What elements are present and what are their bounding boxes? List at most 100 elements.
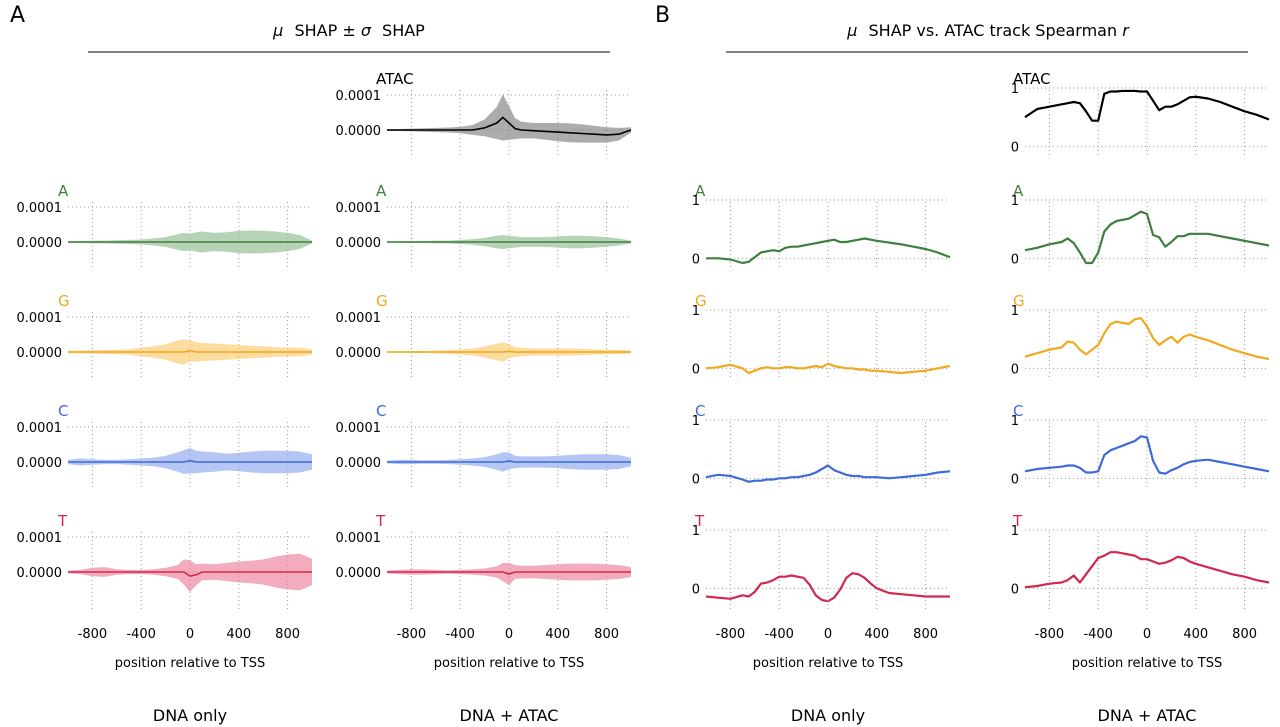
footer-col-1: DNA only <box>153 706 227 725</box>
ytick-label: 0.0000 <box>17 236 63 251</box>
xtick-label: 0 <box>1143 627 1151 642</box>
xlabel-col-1: position relative to TSS <box>115 656 265 671</box>
ytick-label: 1 <box>692 414 700 429</box>
ytick-label: 0.0001 <box>336 89 382 104</box>
facet-shap-0-G: G 0.0000 0.0001 <box>17 292 312 380</box>
spearman-line-atac <box>1024 89 1270 122</box>
panel-b-letter: B <box>655 3 670 28</box>
ytick-label: 0 <box>692 252 700 267</box>
ytick-label: 0.0000 <box>336 566 382 581</box>
ytick-label: 0.0000 <box>336 456 382 471</box>
xtick-label: 800 <box>594 627 619 642</box>
facet-spear-1-ATAC: ATAC 0 1 <box>1011 70 1270 158</box>
ytick-label: 0.0001 <box>17 201 63 216</box>
ytick-label: 0.0001 <box>336 201 382 216</box>
mean-line-t <box>387 571 631 575</box>
ytick-label: 0.0001 <box>17 421 63 436</box>
track-label-c: C <box>58 402 68 420</box>
ytick-label: 0 <box>692 582 700 597</box>
xtick-label: 400 <box>1183 627 1208 642</box>
track-label-atac: ATAC <box>376 70 414 88</box>
track-label-g: G <box>376 292 388 310</box>
spearman-line-c <box>1024 435 1270 475</box>
xtick-label: -400 <box>1083 627 1113 642</box>
mean-line-c <box>387 460 631 463</box>
ytick-label: 0.0001 <box>17 531 63 546</box>
panel-a-title-rest: SHAP ± <box>294 21 360 40</box>
track-label-atac: ATAC <box>1013 70 1051 88</box>
ytick-label: 1 <box>1011 524 1019 539</box>
facet-shap-1-G: G 0.0000 0.0001 <box>336 292 631 380</box>
sd-band-c <box>387 452 631 472</box>
track-label-t: T <box>1012 512 1023 530</box>
facet-shap-1-C: C 0.0000 0.0001 <box>336 402 631 490</box>
sd-band-g <box>68 339 312 365</box>
xlabel-col-2: position relative to TSS <box>434 656 584 671</box>
facet-shap-0-A: A 0.0000 0.0001 <box>17 182 312 270</box>
facet-shap-1-ATAC: ATAC 0.0000 0.0001 <box>336 70 632 158</box>
ytick-label: 0.0000 <box>336 124 382 139</box>
facet-shap-0-C: C 0.0000 0.0001 <box>17 402 312 490</box>
track-label-g: G <box>58 292 70 310</box>
ytick-label: 0.0001 <box>336 421 382 436</box>
track-label-a: A <box>58 182 69 200</box>
panel-b-title-rest: SHAP vs. ATAC track Spearman <box>869 21 1123 40</box>
xtick-label: 800 <box>275 627 300 642</box>
panel-a-title-sigma: σ <box>361 21 372 40</box>
xlabel-col-3: position relative to TSS <box>753 656 903 671</box>
spearman-line-a <box>1024 210 1270 265</box>
panel-a-title-tail: SHAP <box>382 21 425 40</box>
xtick-label: 0 <box>824 627 832 642</box>
spearman-line-a <box>706 237 951 265</box>
facet-shap-1-T: T 0.0000 0.0001 <box>336 512 631 600</box>
track-label-t: T <box>57 512 68 530</box>
xtick-label: -800 <box>78 627 108 642</box>
track-label-g: G <box>695 292 707 310</box>
ytick-label: 0 <box>1011 140 1019 155</box>
panel-a-title: μ SHAP ± σ SHAP <box>272 21 425 40</box>
ytick-label: 0.0000 <box>17 346 63 361</box>
ytick-label: 1 <box>1011 194 1019 209</box>
spearman-line-t <box>1024 551 1270 589</box>
facet-spear-0-G: G 0 1 <box>692 292 951 380</box>
ytick-label: 1 <box>692 524 700 539</box>
sd-band-t <box>68 553 312 593</box>
ytick-label: 0.0001 <box>336 531 382 546</box>
xtick-label: 400 <box>226 627 251 642</box>
spearman-line-g <box>1024 317 1270 361</box>
xtick-label: -800 <box>1035 627 1065 642</box>
facet-spear-0-T: T 0 1 <box>692 512 950 603</box>
track-label-g: G <box>1013 292 1025 310</box>
track-label-a: A <box>376 182 387 200</box>
ytick-label: 0 <box>1011 582 1019 597</box>
mean-line-t <box>68 571 312 578</box>
track-label-t: T <box>694 512 705 530</box>
ytick-label: 1 <box>1011 304 1019 319</box>
xtick-label: -400 <box>764 627 794 642</box>
spearman-line-t <box>705 572 950 603</box>
panel-b-title: μ SHAP vs. ATAC track Spearman r <box>846 21 1130 40</box>
spearman-line-g <box>705 362 951 375</box>
xtick-label: 800 <box>1232 627 1257 642</box>
ytick-label: 1 <box>1011 82 1019 97</box>
ytick-label: 0.0001 <box>17 311 63 326</box>
track-label-t: T <box>375 512 386 530</box>
xlabel-col-4: position relative to TSS <box>1072 656 1222 671</box>
footer-col-2: DNA + ATAC <box>460 706 559 725</box>
ytick-label: 1 <box>692 194 700 209</box>
plot-grid: A0.00000.0001G0.00000.0001C0.00000.0001T… <box>17 70 1270 642</box>
mean-line-g <box>68 349 312 353</box>
track-label-c: C <box>376 402 386 420</box>
facet-shap-1-A: A 0.0000 0.0001 <box>336 182 631 270</box>
ytick-label: 0 <box>1011 472 1019 487</box>
ytick-label: 0 <box>1011 252 1019 267</box>
facet-spear-1-T: T 0 1 <box>1011 512 1270 600</box>
ytick-label: 0 <box>692 362 700 377</box>
sd-band-atac <box>387 94 631 143</box>
ytick-label: 0.0000 <box>17 456 63 471</box>
xtick-label: 400 <box>864 627 889 642</box>
panel-a-letter: A <box>10 3 25 28</box>
panel-b-title-mu: μ <box>846 21 857 40</box>
footer-col-4: DNA + ATAC <box>1098 706 1197 725</box>
